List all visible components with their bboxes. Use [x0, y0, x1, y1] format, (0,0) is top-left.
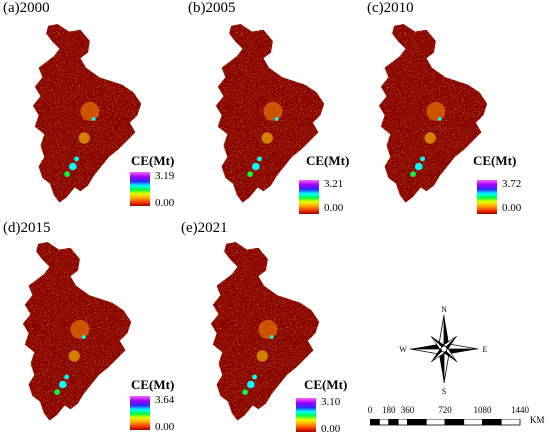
compass-south-label: S [442, 387, 446, 395]
scale-segment [370, 419, 380, 426]
map-panel-2005: (b)2005 CE(Mt) 3.21 0.00 [188, 0, 358, 215]
carbon-emission-map [22, 242, 132, 421]
map-panel-2000: (a)2000 CE(Mt) 3.19 0.00 [3, 0, 175, 215]
carbon-emission-map [215, 24, 325, 203]
scale-segment [378, 419, 390, 426]
scale-segment [425, 419, 446, 426]
panel-label: (b)2005 [188, 0, 236, 16]
scale-tick-label: 1080 [473, 405, 492, 415]
carbon-emission-map [378, 24, 488, 203]
scale-segment [388, 419, 399, 426]
hotspot-cluster [64, 101, 100, 177]
scale-tick-label: 1440 [511, 405, 529, 415]
scale-segment [482, 419, 502, 426]
panel-label: (a)2000 [3, 0, 50, 16]
legend-title: CE(Mt) [131, 377, 175, 392]
map-panel-2015: (d)2015 CE(Mt) 3.64 0.00 [3, 220, 175, 435]
compass-west-label: W [399, 345, 407, 354]
legend-title: CE(Mt) [306, 153, 350, 168]
carbon-emission-map [210, 242, 320, 421]
scale-tick-label: 180 [382, 405, 396, 415]
scale-tick-label: 720 [438, 405, 452, 415]
hotspot-cluster [410, 101, 446, 177]
scale-bar-graphic [370, 419, 521, 426]
hotspot-cluster [247, 101, 283, 177]
panel-label: (e)2021 [181, 220, 228, 236]
legend-color-bar [299, 180, 319, 214]
legend-title: CE(Mt) [304, 377, 348, 392]
map-panel-2021: (e)2021 CE(Mt) 3.10 0.00 [181, 220, 351, 435]
legend-max-value: 3.19 [155, 170, 175, 182]
legend-color-bar [296, 398, 316, 432]
legend-min-value: 0.00 [324, 202, 344, 214]
hotspot-cluster [242, 319, 278, 395]
legend-max-value: 3.21 [324, 178, 344, 190]
compass-north-label: N [441, 305, 447, 314]
legend-title: CE(Mt) [473, 153, 517, 168]
map-panel-2010: (c)2010 CE(Mt) 3.72 0.00 [367, 0, 537, 215]
legend-max-value: 3.72 [502, 178, 522, 190]
scale-tick-label: 360 [400, 405, 415, 415]
legend-min-value: 0.00 [502, 202, 522, 214]
north-arrow-compass-icon: N S E W [399, 305, 488, 395]
scale-unit: KM [530, 415, 545, 425]
panel-label: (d)2015 [3, 220, 51, 236]
legend-max-value: 3.10 [321, 396, 341, 408]
scale-segment [407, 419, 427, 426]
carbon-emission-map [32, 24, 142, 203]
hotspot-cluster [54, 319, 90, 395]
legend-color-bar [477, 180, 497, 214]
scale-segment [500, 419, 521, 426]
legend-color-bar [130, 172, 150, 206]
scale-bar: 0 180 360 720 1080 1440 KM [366, 405, 546, 435]
scale-segment [463, 419, 483, 426]
legend-min-value: 0.00 [155, 421, 175, 433]
compass-east-label: E [483, 345, 488, 354]
legend-color-bar [130, 396, 150, 430]
scale-tick-label: 0 [367, 405, 373, 415]
scale-segment [397, 419, 408, 426]
legend-max-value: 3.64 [155, 394, 175, 406]
legend-title: CE(Mt) [131, 153, 175, 168]
legend-min-value: 0.00 [321, 423, 341, 435]
scale-segment [444, 419, 465, 426]
legend-min-value: 0.00 [155, 197, 175, 209]
panel-label: (c)2010 [367, 0, 414, 16]
